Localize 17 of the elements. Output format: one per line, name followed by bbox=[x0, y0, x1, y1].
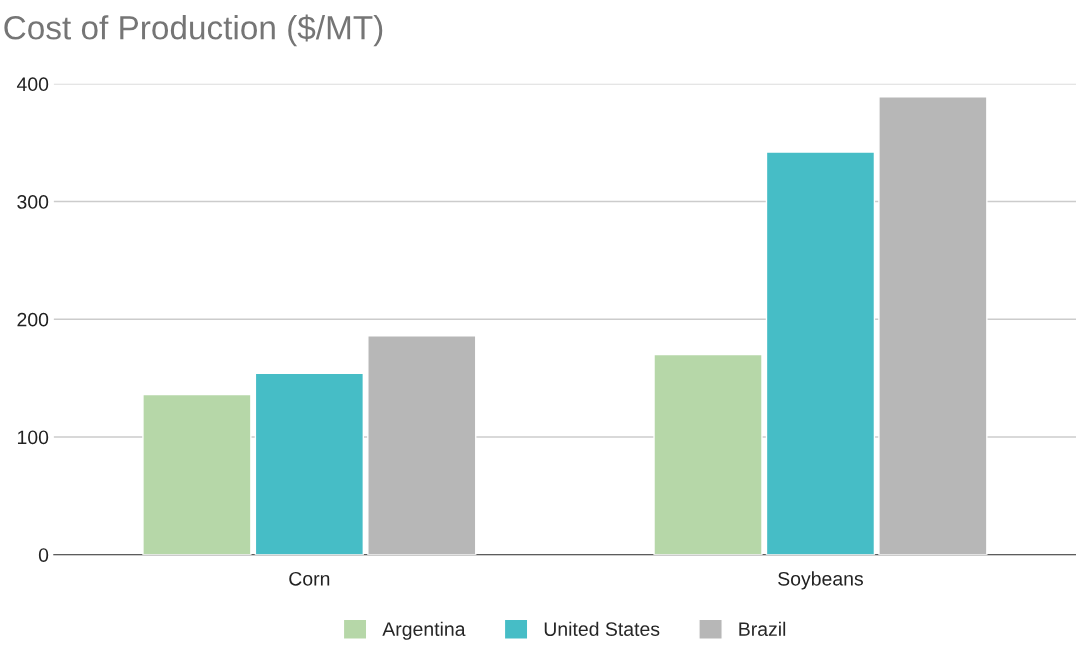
y-tick-label: 100 bbox=[17, 430, 49, 445]
bar bbox=[367, 335, 477, 555]
y-tick-label: 0 bbox=[38, 548, 49, 562]
legend-label: Brazil bbox=[739, 621, 786, 636]
bar bbox=[254, 372, 365, 555]
bar bbox=[765, 151, 876, 555]
x-tick-label: Corn bbox=[289, 571, 330, 586]
chart-title: Cost of Production ($/MT) bbox=[4, 14, 383, 47]
y-tick-label: 200 bbox=[17, 312, 49, 327]
legend-label: United States bbox=[544, 621, 660, 636]
y-tick-label: 300 bbox=[17, 195, 49, 209]
y-tick-label: 400 bbox=[16, 77, 49, 92]
x-tick-label: Soybeans bbox=[778, 571, 863, 590]
bar bbox=[653, 353, 763, 555]
legend-label: Argentina bbox=[382, 621, 466, 640]
bar bbox=[142, 393, 252, 555]
bar bbox=[878, 96, 988, 555]
